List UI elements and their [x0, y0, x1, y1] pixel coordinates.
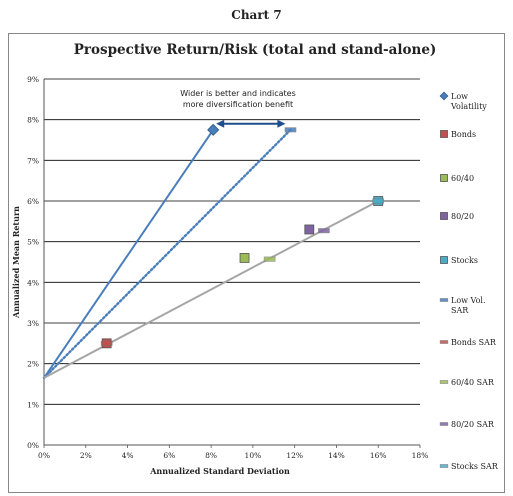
- y-tick-label: 9%: [27, 75, 39, 84]
- legend-label: Volatility: [450, 102, 487, 111]
- series-line: [43, 129, 215, 379]
- legend-label: Bonds: [451, 130, 476, 139]
- y-axis-label: Annualized Mean Return: [11, 206, 21, 319]
- y-tick-label: 2%: [27, 360, 39, 369]
- y-tick-label: 5%: [27, 238, 39, 247]
- x-tick-label: 12%: [286, 451, 303, 460]
- data-point: [318, 228, 330, 234]
- y-tick-label: 6%: [27, 197, 39, 206]
- data-point: [100, 340, 113, 346]
- x-tick-label: 4%: [122, 451, 134, 460]
- legend-marker: [440, 130, 448, 138]
- annotation-text: more diversification benefit: [183, 100, 293, 109]
- page-heading: Chart 7: [231, 8, 282, 22]
- x-tick-label: 16%: [370, 451, 387, 460]
- legend-label: SAR: [451, 306, 469, 315]
- x-tick-label: 0%: [38, 451, 50, 460]
- legend-marker: [439, 298, 449, 302]
- y-tick-label: 3%: [27, 319, 39, 328]
- x-axis-label: Annualized Standard Deviation: [149, 466, 290, 476]
- data-point: [304, 224, 315, 235]
- y-tick-label: 8%: [27, 116, 39, 125]
- legend-marker: [439, 464, 449, 468]
- legend-marker: [440, 174, 448, 182]
- x-tick-label: 14%: [328, 451, 345, 460]
- data-point: [239, 253, 250, 263]
- legend-label: 60/40: [451, 174, 474, 183]
- legend-marker: [440, 212, 448, 220]
- legend-label: Low: [451, 92, 468, 101]
- legend-label: 80/20: [451, 212, 474, 221]
- x-tick-label: 18%: [412, 451, 429, 460]
- y-tick-label: 4%: [27, 278, 39, 287]
- chart-frame: [8, 33, 505, 493]
- x-tick-label: 8%: [205, 451, 217, 460]
- x-tick-label: 6%: [163, 451, 175, 460]
- data-point: [372, 198, 385, 204]
- chart-title: Prospective Return/Risk (total and stand…: [74, 42, 437, 58]
- x-tick-label: 2%: [80, 451, 92, 460]
- data-point: [263, 256, 276, 262]
- legend-marker: [439, 380, 449, 384]
- legend-label: 80/20 SAR: [451, 420, 495, 429]
- annotation-text: Wider is better and indicates: [180, 89, 295, 98]
- y-tick-label: 7%: [27, 156, 39, 165]
- y-tick-label: 1%: [27, 400, 39, 409]
- legend-marker: [439, 340, 449, 344]
- legend-label: 60/40 SAR: [451, 378, 495, 387]
- data-point: [284, 127, 297, 133]
- legend-label: Stocks SAR: [451, 462, 499, 471]
- arrowhead-right: [277, 119, 286, 128]
- legend-label: Stocks: [451, 256, 478, 265]
- legend-label: Low Vol.: [451, 296, 485, 305]
- x-tick-label: 10%: [245, 451, 262, 460]
- data-point: [207, 123, 220, 136]
- legend-label: Bonds SAR: [451, 338, 497, 347]
- legend-marker: [440, 256, 448, 264]
- y-tick-label: 0%: [27, 441, 39, 450]
- series-line: [42, 128, 292, 380]
- series-line: [43, 200, 379, 379]
- arrowhead-left: [216, 119, 225, 128]
- legend-marker: [439, 91, 449, 101]
- legend-marker: [439, 422, 449, 426]
